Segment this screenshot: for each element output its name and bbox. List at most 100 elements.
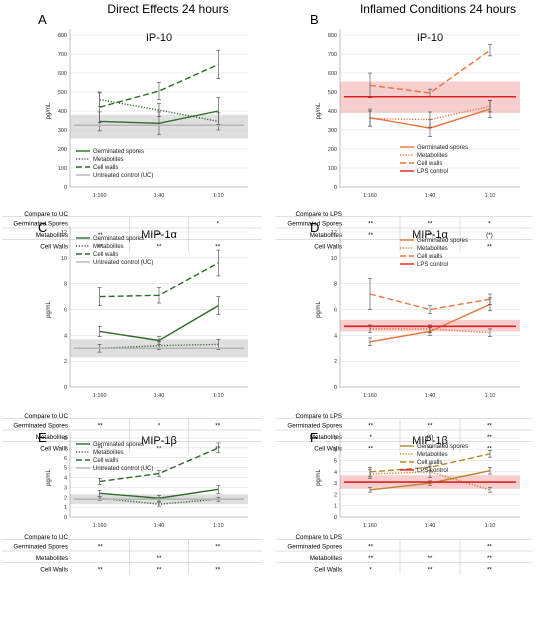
chart-title: MIP-1β bbox=[141, 435, 177, 447]
y-tick-label: 6 bbox=[334, 308, 337, 314]
table-row-label: Cell Walls bbox=[314, 244, 342, 251]
table-cell: * bbox=[217, 221, 220, 228]
table-cell: ** bbox=[98, 544, 103, 551]
y-tick-label: 500 bbox=[328, 90, 337, 96]
legend-label: Germinated spores bbox=[417, 238, 468, 244]
y-tick-label: 200 bbox=[58, 147, 67, 153]
x-tick-label: 1:40 bbox=[425, 523, 436, 529]
y-tick-label: 12 bbox=[61, 230, 67, 236]
x-tick-label: 1:10 bbox=[213, 523, 224, 529]
x-tick-label: 1:10 bbox=[213, 393, 224, 399]
table-cell: ** bbox=[157, 446, 162, 453]
significance-table: Compare to UC Germinated Spores * Metabolit… bbox=[2, 211, 262, 252]
legend-label: Metabolites bbox=[93, 244, 124, 250]
panel-label: B bbox=[310, 12, 319, 27]
y-tick-label: 300 bbox=[328, 128, 337, 134]
legend-label: Cell walls bbox=[417, 460, 442, 466]
table-row-label: Cell Walls bbox=[40, 244, 68, 251]
x-tick-label: 1:160 bbox=[363, 393, 377, 399]
y-tick-label: 2 bbox=[334, 359, 337, 365]
table-row-label: Metabolites bbox=[310, 555, 342, 562]
series-line-dashed bbox=[369, 49, 491, 94]
y-tick-label: 0 bbox=[64, 515, 67, 521]
table-cell: ** bbox=[215, 544, 220, 551]
table-row-label: Germinated Spores bbox=[287, 544, 342, 551]
legend-label: Metabolites bbox=[417, 246, 448, 252]
legend-label: Untreated control (UC) bbox=[93, 173, 153, 179]
y-tick-label: 7 bbox=[64, 446, 67, 452]
y-tick-label: 2 bbox=[64, 495, 67, 501]
table-row-label: Germinated Spores bbox=[287, 423, 342, 430]
y-tick-label: 0 bbox=[64, 385, 67, 391]
y-tick-label: 5 bbox=[334, 459, 337, 465]
table-cell: ** bbox=[98, 423, 103, 430]
chart-title: IP-10 bbox=[417, 32, 443, 44]
legend-label: Cell walls bbox=[93, 165, 118, 171]
x-tick-label: 1:40 bbox=[154, 523, 165, 529]
x-tick-label: 1:10 bbox=[213, 193, 224, 199]
y-tick-label: 6 bbox=[64, 456, 67, 462]
significance-table: Compare to UC Germinated Spores ** ** Metabo… bbox=[2, 534, 262, 575]
y-tick-label: 0 bbox=[64, 185, 67, 191]
legend-label: Germinated spores bbox=[417, 145, 468, 151]
y-tick-label: 200 bbox=[328, 147, 337, 153]
y-tick-label: 600 bbox=[58, 71, 67, 77]
table-row-label: Metabolites bbox=[36, 434, 68, 441]
table-row-label: Metabolites bbox=[310, 232, 342, 239]
x-tick-label: 1:160 bbox=[363, 193, 377, 199]
significance-table: Compare to LPS Germinated Spores ** ** Metab… bbox=[276, 534, 532, 575]
table-row-label: Cell Walls bbox=[40, 567, 68, 574]
table-row-label: Cell Walls bbox=[314, 446, 342, 453]
y-tick-label: 6 bbox=[334, 447, 337, 453]
table-cell: ** bbox=[428, 221, 433, 228]
panel-label: D bbox=[310, 220, 319, 235]
header-direct-effects: Direct Effects 24 hours bbox=[107, 2, 228, 16]
table-row-label: Cell Walls bbox=[314, 567, 342, 574]
table-row-label: Metabolites bbox=[36, 232, 68, 239]
y-tick-label: 10 bbox=[331, 256, 337, 262]
table-cell: (*) bbox=[486, 232, 493, 239]
x-tick-label: 1:10 bbox=[485, 523, 496, 529]
table-cell: * bbox=[158, 423, 161, 430]
y-tick-label: 4 bbox=[334, 333, 337, 339]
table-cell: ** bbox=[487, 544, 492, 551]
y-tick-label: 0 bbox=[334, 385, 337, 391]
y-axis-label: pg/mL bbox=[316, 102, 322, 119]
table-header: Compare to LPS bbox=[295, 413, 342, 420]
table-row-label: Metabolites bbox=[36, 555, 68, 562]
table-cell: ** bbox=[215, 244, 220, 251]
y-tick-label: 800 bbox=[58, 33, 67, 39]
table-cell: * bbox=[369, 434, 372, 441]
y-tick-label: 2 bbox=[64, 359, 67, 365]
table-cell: ** bbox=[487, 244, 492, 251]
legend-label: Germinated spores bbox=[93, 442, 144, 448]
y-tick-label: 12 bbox=[331, 230, 337, 236]
table-header: Compare to LPS bbox=[295, 211, 342, 218]
legend-label: Germinated spores bbox=[417, 444, 468, 450]
legend-label: Untreated control (UC) bbox=[93, 260, 153, 266]
y-axis-label: pg/mL bbox=[316, 469, 322, 486]
y-tick-label: 500 bbox=[58, 90, 67, 96]
table-header: Compare to UC bbox=[24, 413, 68, 420]
table-header: Compare to UC bbox=[24, 211, 68, 218]
table-cell: * bbox=[369, 567, 372, 574]
table-cell: ** bbox=[157, 567, 162, 574]
legend-label: Metabolites bbox=[417, 452, 448, 458]
legend-label: Cell walls bbox=[417, 161, 442, 167]
table-row-label: Germinated Spores bbox=[13, 423, 68, 430]
panel-label: E bbox=[38, 430, 47, 445]
legend-label: Germinated spores bbox=[93, 149, 144, 155]
table-cell: ** bbox=[428, 555, 433, 562]
table-cell: ** bbox=[428, 567, 433, 574]
y-tick-label: 100 bbox=[328, 166, 337, 172]
table-cell: ** bbox=[368, 544, 373, 551]
table-cell: ** bbox=[368, 555, 373, 562]
table-header: Compare to LPS bbox=[295, 534, 342, 541]
table-header: Compare to UC bbox=[24, 534, 68, 541]
y-tick-label: 7 bbox=[334, 436, 337, 442]
series-line-dashed bbox=[99, 63, 219, 108]
y-tick-label: 4 bbox=[64, 476, 67, 482]
